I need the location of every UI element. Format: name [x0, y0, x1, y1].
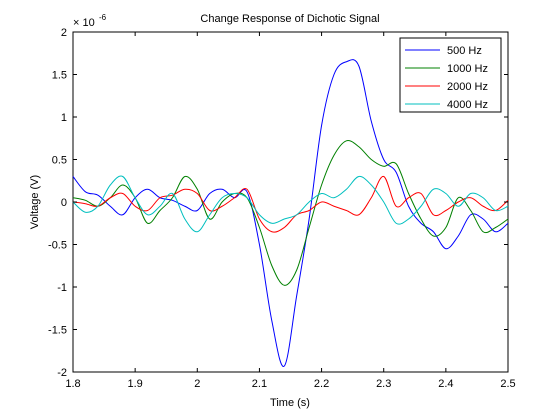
series-line-1000-hz — [72, 140, 509, 286]
y-tick-label: -0.5 — [48, 240, 67, 252]
y-multiplier-exponent: -6 — [99, 13, 107, 22]
legend-entry-label: 1000 Hz — [447, 63, 488, 75]
y-tick-label: -1.5 — [48, 325, 67, 337]
x-tick-label: 1.9 — [127, 378, 142, 390]
series-line-2000-hz — [72, 176, 509, 233]
x-tick-label: 2.3 — [376, 378, 391, 390]
y-tick-label: 1.5 — [52, 70, 67, 82]
y-tick-label: -2 — [57, 367, 67, 379]
legend-entry-label: 4000 Hz — [447, 99, 488, 111]
y-axis-multiplier: × 10 -6 — [73, 13, 107, 29]
legend-entry-label: 2000 Hz — [447, 81, 488, 93]
x-tick-label: 1.8 — [65, 378, 80, 390]
y-tick-label: 0.5 — [52, 155, 67, 167]
y-tick-label: -1 — [57, 282, 67, 294]
legend-entry-label: 500 Hz — [447, 45, 482, 57]
x-tick-label: 2 — [194, 378, 200, 390]
y-tick-label: 1 — [61, 112, 67, 124]
x-axis-label: Time (s) — [270, 397, 310, 409]
series-line-4000-hz — [72, 175, 509, 233]
y-tick-label: 2 — [61, 27, 67, 39]
x-tick-label: 2.5 — [500, 378, 515, 390]
legend: 500 Hz 1000 Hz 2000 Hz 4000 Hz — [399, 37, 502, 113]
chart-title: Change Response of Dichotic Signal — [200, 13, 379, 25]
x-tick-label: 2.1 — [252, 378, 267, 390]
y-axis-label: Voltage (V) — [29, 175, 41, 229]
x-axis-ticks: 1.8 1.9 2 2.1 2.2 2.3 2.4 2.5 — [65, 32, 516, 390]
x-tick-label: 2.2 — [314, 378, 329, 390]
y-axis-ticks: -2 -1.5 -1 -0.5 0 0.5 1 1.5 2 — [48, 27, 508, 379]
y-multiplier-base: × 10 — [73, 17, 95, 29]
y-tick-label: 0 — [61, 197, 67, 209]
series-line-500-hz — [72, 59, 509, 367]
series-layer — [72, 59, 509, 367]
x-tick-label: 2.4 — [438, 378, 453, 390]
